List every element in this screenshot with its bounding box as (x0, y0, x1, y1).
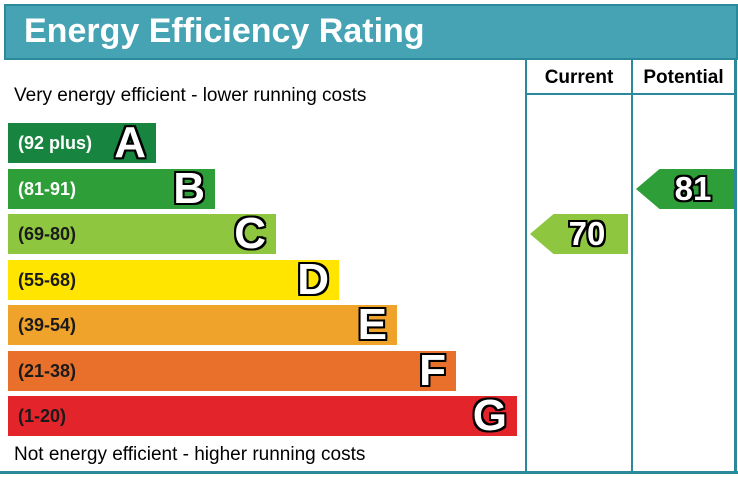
band-range-label: (81-91) (18, 179, 77, 199)
band-range-label: (1-20) (18, 406, 67, 426)
caption-not-efficient: Not energy efficient - higher running co… (14, 444, 366, 465)
band-row-e: (39-54) E (8, 300, 397, 349)
column-header-current: Current (544, 67, 614, 88)
band-row-c: (69-80) C (8, 209, 276, 258)
band-range-label: (55-68) (18, 270, 77, 290)
column-header-potential: Potential (643, 67, 724, 88)
band-letter: B (173, 164, 205, 213)
band-range-label: (21-38) (18, 361, 77, 381)
potential-rating-arrow: 81 (636, 169, 734, 209)
chart-bottom-border (0, 471, 738, 474)
band-letter: C (234, 209, 266, 258)
band-letter: D (297, 255, 329, 304)
band-row-b: (81-91) B (8, 164, 215, 213)
table-divider-right (734, 60, 737, 473)
band-row-d: (55-68) D (8, 255, 339, 304)
band-letter: E (357, 300, 387, 349)
band-row-f: (21-38) F (8, 346, 456, 395)
band-range-label: (92 plus) (18, 133, 93, 153)
potential-rating-value: 81 (674, 170, 712, 207)
band-range-label: (69-80) (18, 224, 77, 244)
band-letter: F (419, 346, 446, 395)
current-rating-value: 70 (568, 215, 606, 252)
table-divider-middle (631, 60, 633, 473)
table-divider-left (525, 60, 527, 473)
band-row-a: (92 plus) A (8, 118, 156, 167)
chart-title: Energy Efficiency Rating (24, 12, 425, 50)
chart-title-bar: Energy Efficiency Rating (4, 4, 738, 60)
band-letter: G (472, 391, 507, 440)
band-letter: A (114, 118, 146, 167)
caption-very-efficient: Very energy efficient - lower running co… (14, 85, 367, 106)
current-rating-arrow: 70 (530, 214, 628, 254)
header-underline (525, 93, 737, 95)
band-range-label: (39-54) (18, 315, 77, 335)
band-row-g: (1-20) G (8, 391, 517, 440)
